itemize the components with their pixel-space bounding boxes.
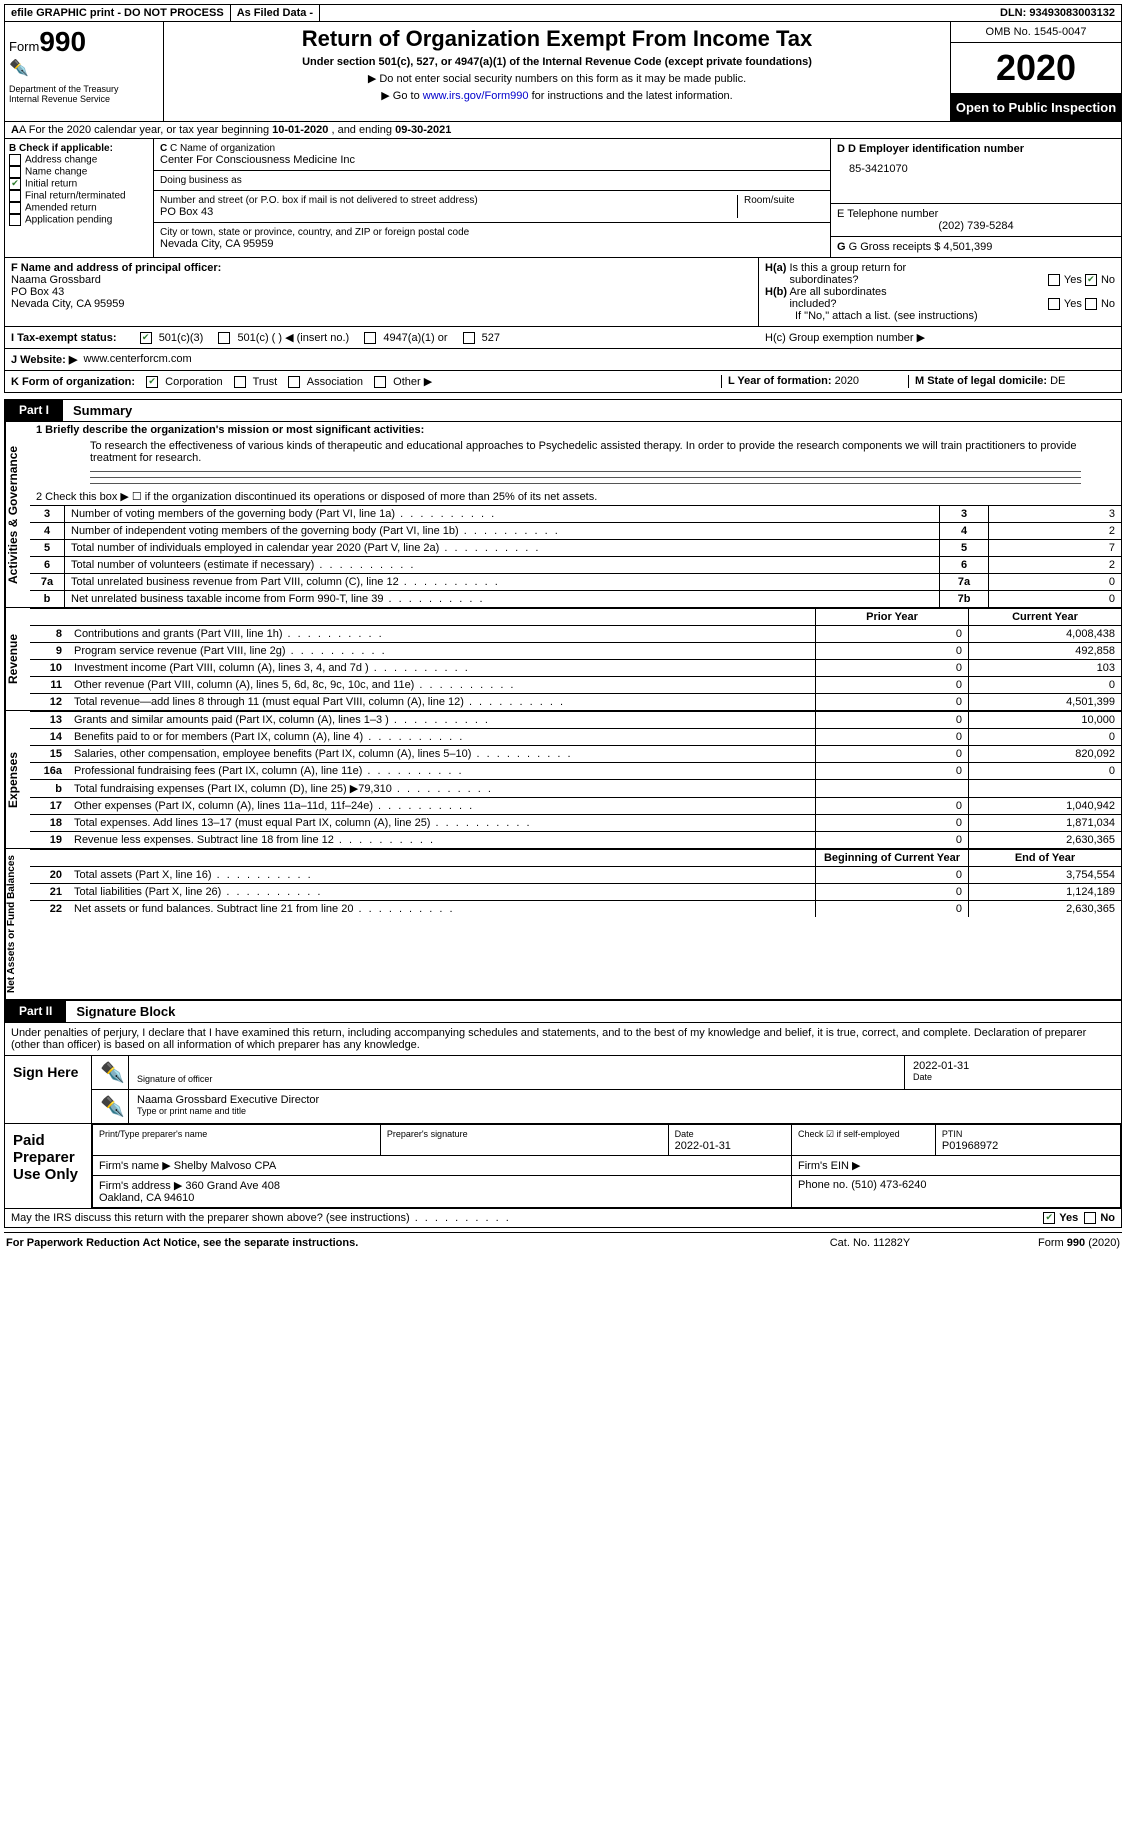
section-expenses: Expenses 13Grants and similar amounts pa… <box>4 711 1122 849</box>
irs-link[interactable]: www.irs.gov/Form990 <box>423 90 529 102</box>
paid-preparer-block: Paid Preparer Use Only Print/Type prepar… <box>4 1124 1122 1209</box>
street: PO Box 43 <box>160 206 737 218</box>
dept-treasury: Department of the Treasury Internal Reve… <box>9 84 159 104</box>
col-d-ein: D D Employer identification number 85-34… <box>831 139 1121 257</box>
form-subtitle: Under section 501(c), 527, or 4947(a)(1)… <box>172 56 942 68</box>
part2-header: Part II Signature Block <box>4 1000 1122 1023</box>
sign-here-block: Sign Here ✒️ Signature of officer 2022-0… <box>4 1056 1122 1124</box>
phone: (202) 739-5284 <box>837 220 1115 232</box>
row-fh: F Name and address of principal officer:… <box>4 258 1122 327</box>
page-footer: For Paperwork Reduction Act Notice, see … <box>4 1232 1122 1253</box>
open-to-public: Open to Public Inspection <box>951 94 1121 121</box>
governance-table: 3Number of voting members of the governi… <box>30 505 1121 607</box>
dln: DLN: 93493083003132 <box>994 5 1121 21</box>
section-revenue: Revenue Prior YearCurrent Year 8Contribu… <box>4 608 1122 711</box>
gross-receipts: 4,501,399 <box>943 241 992 253</box>
row-j: J Website: ▶ www.centerforcm.com <box>4 349 1122 371</box>
discuss-row: May the IRS discuss this return with the… <box>4 1209 1122 1228</box>
officer-name: Naama Grossbard <box>11 274 752 286</box>
block-bcd: B Check if applicable: Address change Na… <box>4 139 1122 258</box>
omb-number: OMB No. 1545-0047 <box>951 22 1121 43</box>
row-a-tax-year: AA For the 2020 calendar year, or tax ye… <box>4 122 1122 139</box>
netassets-table: Beginning of Current YearEnd of Year 20T… <box>30 849 1121 917</box>
as-filed: As Filed Data - <box>231 5 320 21</box>
efile-notice: efile GRAPHIC print - DO NOT PROCESS <box>5 5 231 21</box>
note-link: ▶ Go to www.irs.gov/Form990 for instruct… <box>172 89 942 102</box>
city: Nevada City, CA 95959 <box>160 238 824 250</box>
section-governance: Activities & Governance 1 Briefly descri… <box>4 422 1122 608</box>
expenses-table: 13Grants and similar amounts paid (Part … <box>30 711 1121 848</box>
mission-text: To research the effectiveness of various… <box>30 438 1121 466</box>
row-i: I Tax-exempt status: 501(c)(3) 501(c) ( … <box>4 327 1122 349</box>
row-k: K Form of organization: Corporation Trus… <box>4 371 1122 393</box>
form-header: Form990 ✒️ Department of the Treasury In… <box>4 22 1122 122</box>
form-number: Form990 <box>9 26 159 58</box>
org-name: Center For Consciousness Medicine Inc <box>160 154 824 166</box>
note-ssn: ▶ Do not enter social security numbers o… <box>172 72 942 85</box>
tax-year: 2020 <box>951 43 1121 94</box>
officer-typed: Naama Grossbard Executive Director <box>137 1094 1113 1106</box>
perjury-statement: Under penalties of perjury, I declare th… <box>4 1023 1122 1056</box>
revenue-table: Prior YearCurrent Year 8Contributions an… <box>30 608 1121 710</box>
col-c-org-info: C C Name of organization Center For Cons… <box>154 139 831 257</box>
part1-header: Part I Summary <box>4 399 1122 422</box>
section-netassets: Net Assets or Fund Balances Beginning of… <box>4 849 1122 1000</box>
ein: 85-3421070 <box>837 163 1115 175</box>
top-bar: efile GRAPHIC print - DO NOT PROCESS As … <box>4 4 1122 22</box>
col-b-checkboxes: B Check if applicable: Address change Na… <box>5 139 154 257</box>
form-title: Return of Organization Exempt From Incom… <box>172 26 942 52</box>
website: www.centerforcm.com <box>83 353 191 366</box>
